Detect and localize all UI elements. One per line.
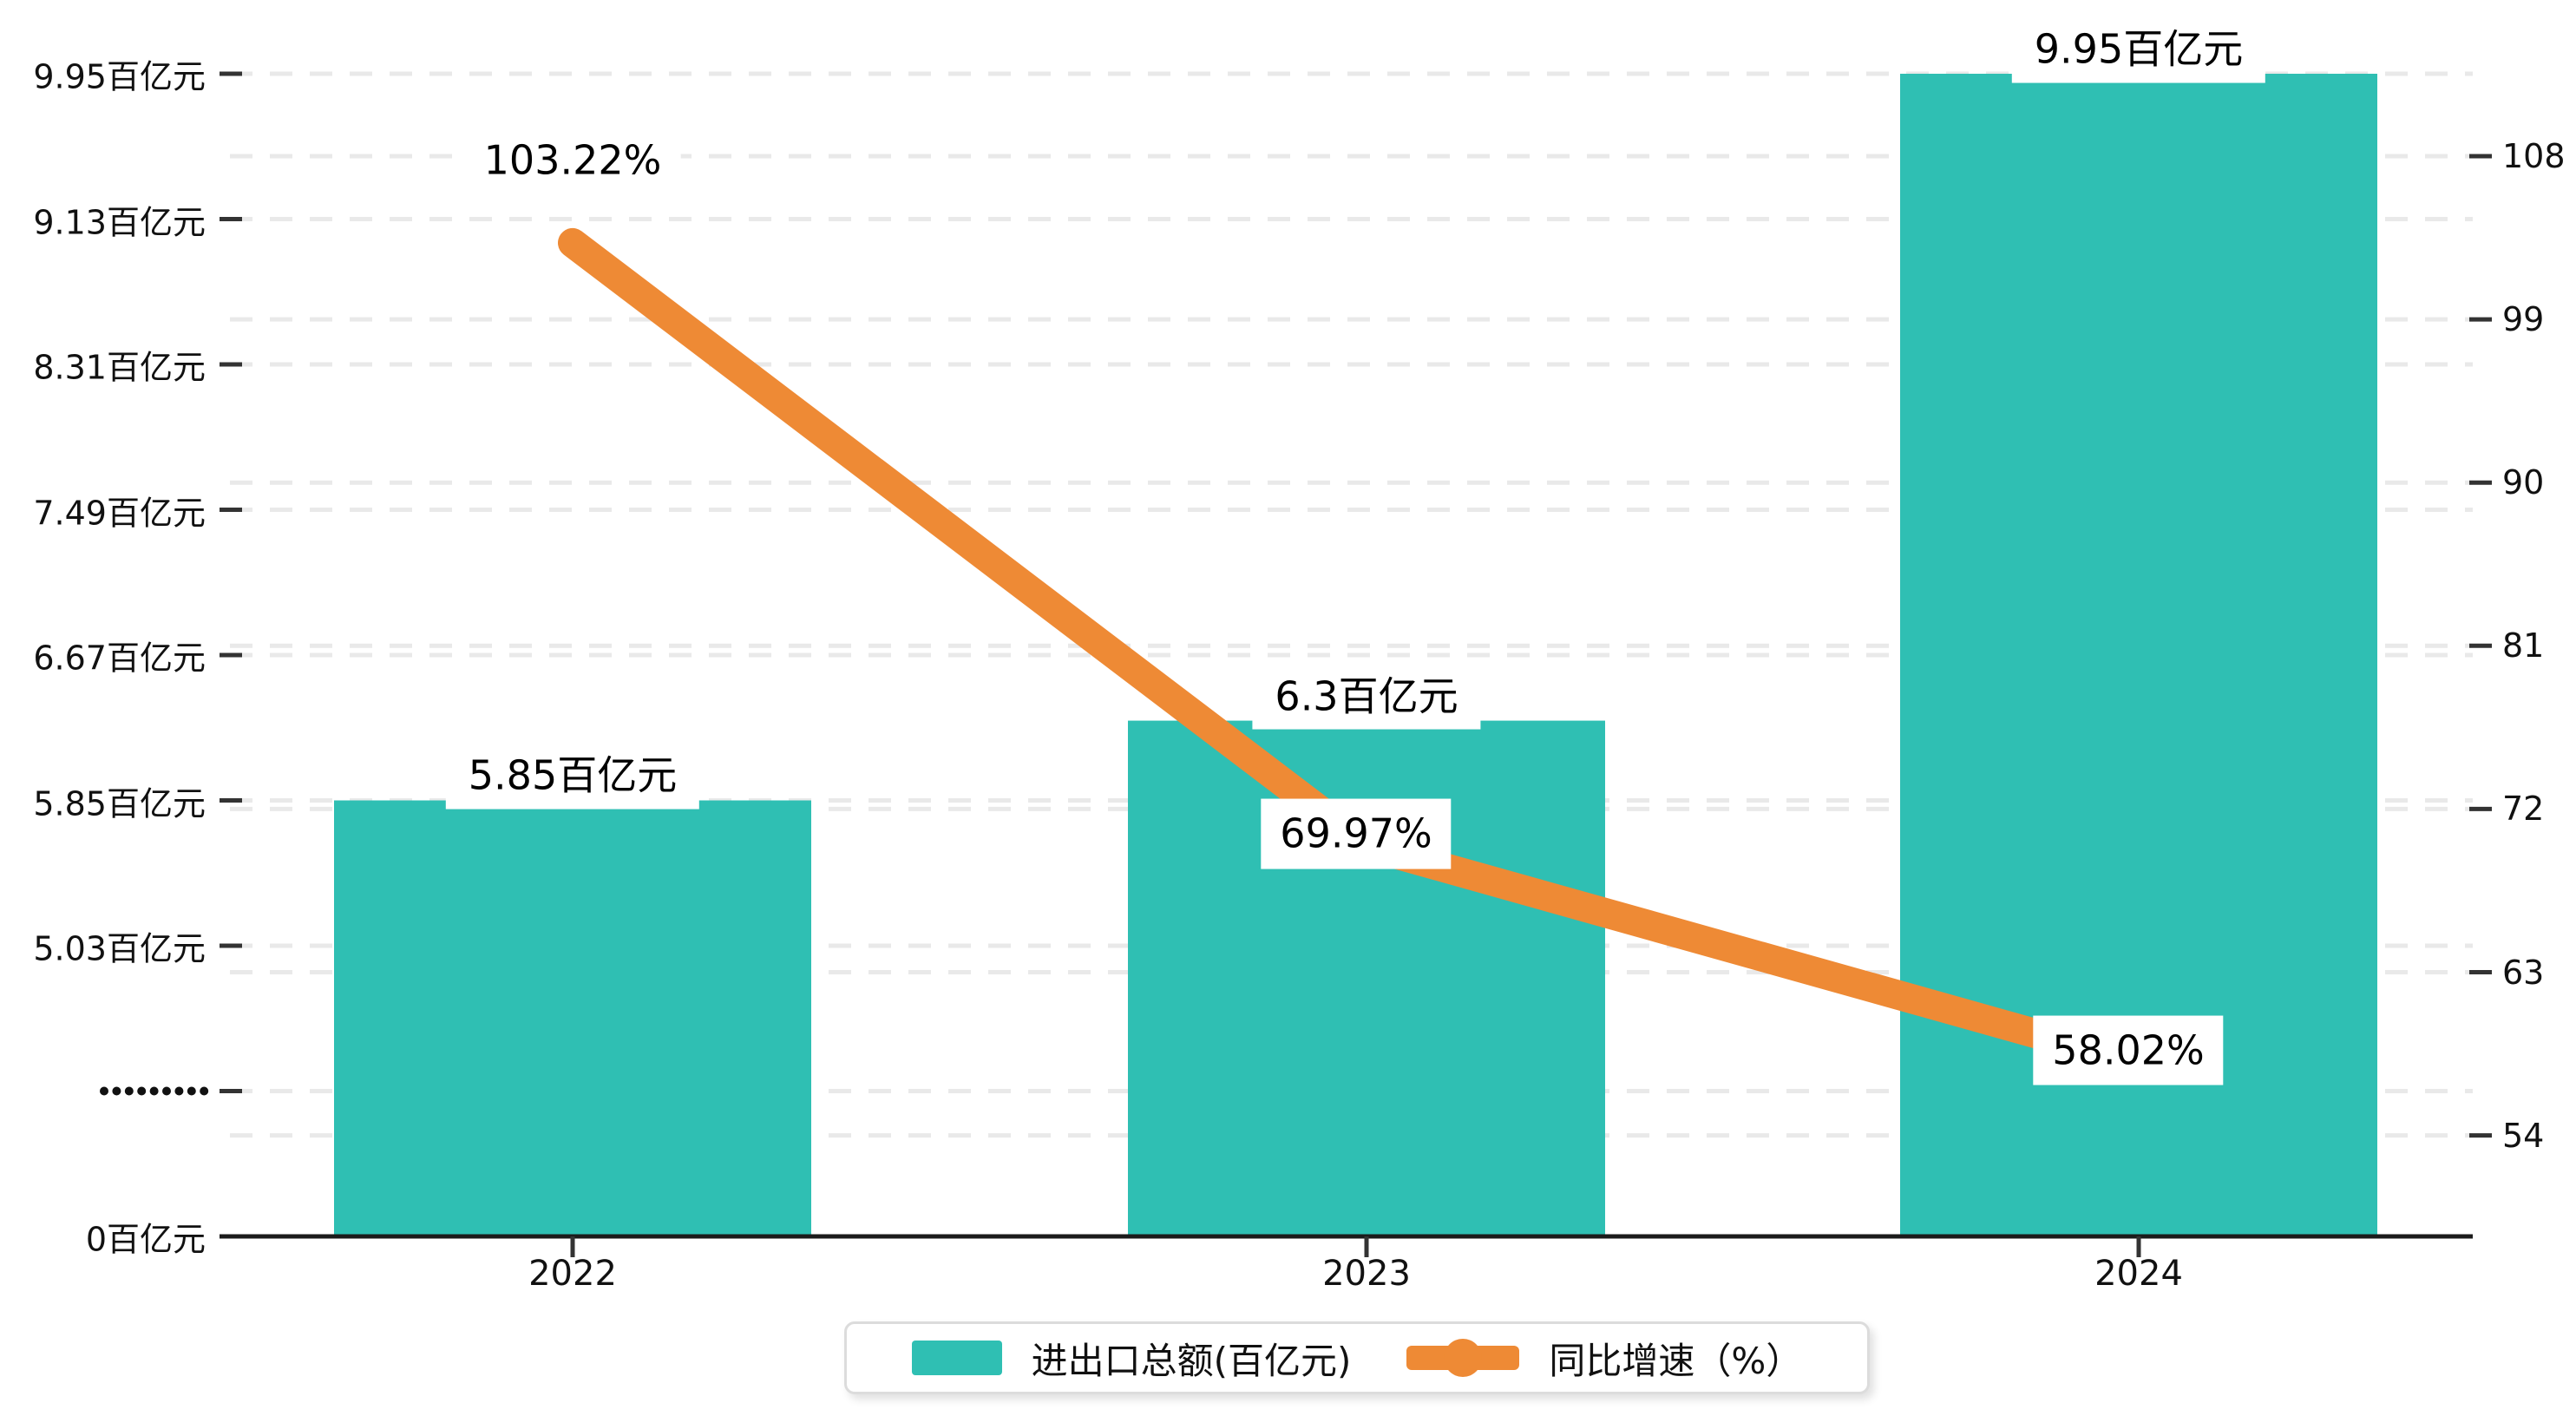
y-axis-right-label: 54 <box>2502 1116 2545 1155</box>
y-axis-left-label: 9.95百亿元 <box>33 57 206 96</box>
x-axis-label-2024: 2024 <box>2094 1254 2183 1294</box>
y-axis-right-label: 63 <box>2502 953 2545 992</box>
legend: 进出口总额(百亿元) 同比增速（%） <box>844 1321 1870 1394</box>
legend-item-bar[interactable]: 进出口总额(百亿元) <box>911 1332 1352 1385</box>
y-axis-right-label: 72 <box>2502 790 2545 829</box>
y-axis-left-label: 5.03百亿元 <box>33 929 206 968</box>
legend-label: 同比增速（%） <box>1549 1339 1803 1382</box>
axis-break-dot <box>149 1086 159 1096</box>
growth-value-label-2022: 103.22% <box>464 125 681 196</box>
bar-value-label-2024: 9.95百亿元 <box>2011 16 2266 83</box>
axis-break-dot <box>137 1086 147 1096</box>
legend-bar-swatch-icon <box>911 1341 1002 1375</box>
axis-break-dot <box>174 1086 184 1096</box>
bar-value-label-2023: 6.3百亿元 <box>1252 663 1481 731</box>
y-axis-right-label: 99 <box>2502 300 2545 339</box>
y-axis-right-label: 81 <box>2502 626 2545 665</box>
y-axis-right-label: 108 <box>2502 137 2566 175</box>
legend-item-line[interactable]: 同比增速（%） <box>1406 1332 1802 1385</box>
y-axis-left-label: 7.49百亿元 <box>33 494 206 532</box>
axis-break-dot <box>100 1086 108 1096</box>
x-axis-label-2023: 2023 <box>1322 1254 1411 1294</box>
axis-break-dot <box>112 1086 121 1096</box>
axis-break-dot <box>187 1086 196 1096</box>
axis-break-dot <box>162 1086 171 1096</box>
legend-line-dot <box>1444 1339 1483 1377</box>
y-axis-left-label: 9.13百亿元 <box>33 203 206 241</box>
legend-line-dot-icon <box>1406 1338 1520 1378</box>
x-axis-label-2022: 2022 <box>528 1254 617 1294</box>
y-axis-right-label: 90 <box>2502 463 2545 502</box>
y-axis-left-label: 0百亿元 <box>85 1220 206 1259</box>
growth-value-label-2023: 69.97% <box>1261 798 1452 869</box>
bar-2022[interactable] <box>334 800 811 1236</box>
y-axis-left-label: 5.85百亿元 <box>33 784 206 823</box>
axis-break-dot <box>124 1086 134 1096</box>
growth-value-label-2024: 58.02% <box>2033 1015 2224 1086</box>
axis-break-dot <box>200 1086 209 1096</box>
legend-label: 进出口总额(百亿元) <box>1031 1339 1352 1382</box>
y-axis-left-label: 8.31百亿元 <box>33 348 206 387</box>
bar-value-label-2022: 5.85百亿元 <box>445 743 700 810</box>
y-axis-left-label: 6.67百亿元 <box>33 639 206 678</box>
